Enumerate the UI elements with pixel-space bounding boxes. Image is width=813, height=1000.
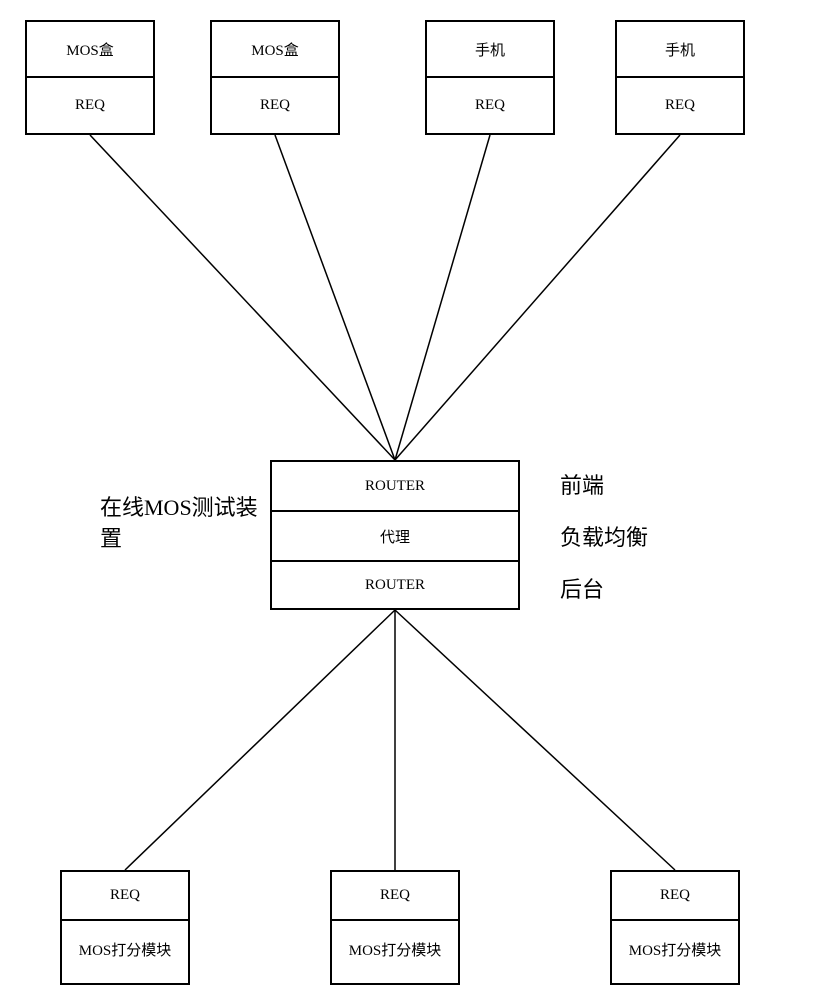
client-box-1: MOS盒 REQ <box>210 20 340 135</box>
client-bottom-label: REQ <box>427 76 553 133</box>
client-bottom-label: REQ <box>212 76 338 133</box>
client-top-label: MOS盒 <box>212 22 338 76</box>
center-row-0: ROUTER <box>272 462 518 510</box>
worker-top-label: REQ <box>332 872 458 919</box>
line-worker-0 <box>125 610 395 870</box>
line-client-0 <box>90 135 395 460</box>
worker-bottom-label: MOS打分模块 <box>612 919 738 983</box>
center-box: ROUTER 代理 ROUTER <box>270 460 520 610</box>
center-row-2-side: 后台 <box>560 572 604 604</box>
client-top-label: 手机 <box>617 22 743 76</box>
worker-top-label: REQ <box>612 872 738 919</box>
client-box-0: MOS盒 REQ <box>25 20 155 135</box>
line-client-3 <box>395 135 680 460</box>
worker-bottom-label: MOS打分模块 <box>62 919 188 983</box>
center-row-0-side: 前端 <box>560 468 604 500</box>
line-client-2 <box>395 135 490 460</box>
center-row-2: ROUTER <box>272 560 518 608</box>
center-left-label: 在线MOS测试装置 <box>100 493 260 555</box>
client-top-label: MOS盒 <box>27 22 153 76</box>
line-worker-2 <box>395 610 675 870</box>
worker-top-label: REQ <box>62 872 188 919</box>
client-top-label: 手机 <box>427 22 553 76</box>
worker-box-0: REQ MOS打分模块 <box>60 870 190 985</box>
client-bottom-label: REQ <box>617 76 743 133</box>
center-row-1-side: 负载均衡 <box>560 520 648 552</box>
worker-box-1: REQ MOS打分模块 <box>330 870 460 985</box>
client-box-3: 手机 REQ <box>615 20 745 135</box>
worker-box-2: REQ MOS打分模块 <box>610 870 740 985</box>
center-row-1: 代理 <box>272 510 518 560</box>
client-box-2: 手机 REQ <box>425 20 555 135</box>
worker-bottom-label: MOS打分模块 <box>332 919 458 983</box>
line-client-1 <box>275 135 395 460</box>
client-bottom-label: REQ <box>27 76 153 133</box>
